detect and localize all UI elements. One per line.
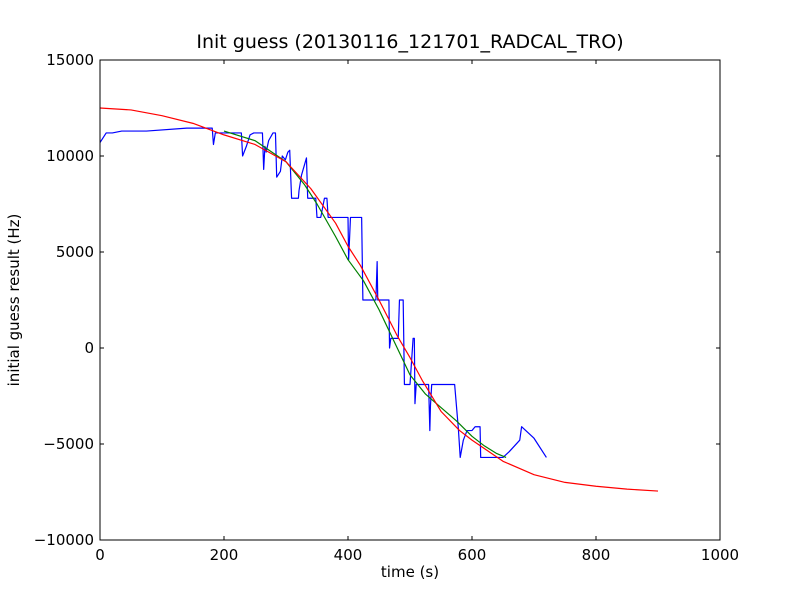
x-tick-label: 200 [210,546,239,564]
series-1-line [223,130,507,458]
y-tick-label: −10000 [34,531,94,549]
y-tick-label: −5000 [43,435,94,453]
series-2-line [99,107,659,492]
y-tick-label: 15000 [46,51,94,69]
x-axis-label: time (s) [381,563,439,581]
y-tick-label: 0 [84,339,94,357]
x-tick-label: 400 [334,546,363,564]
y-tick-label: 5000 [56,243,94,261]
x-tick-label: 0 [95,546,105,564]
y-axis-label: initial guess result (Hz) [5,214,23,387]
plot-frame [99,59,721,541]
y-tick-label: 10000 [46,147,94,165]
series-0-line [99,127,547,459]
x-tick-label: 600 [458,546,487,564]
x-tick-label: 800 [582,546,611,564]
x-tick-label: 1000 [701,546,739,564]
plot-area: 0 200 400 600 800 1000 −10000 −5000 0 5000 10000 15… [34,51,739,564]
chart-title: Init guess (20130116_121701_RADCAL_TRO) [196,31,623,53]
